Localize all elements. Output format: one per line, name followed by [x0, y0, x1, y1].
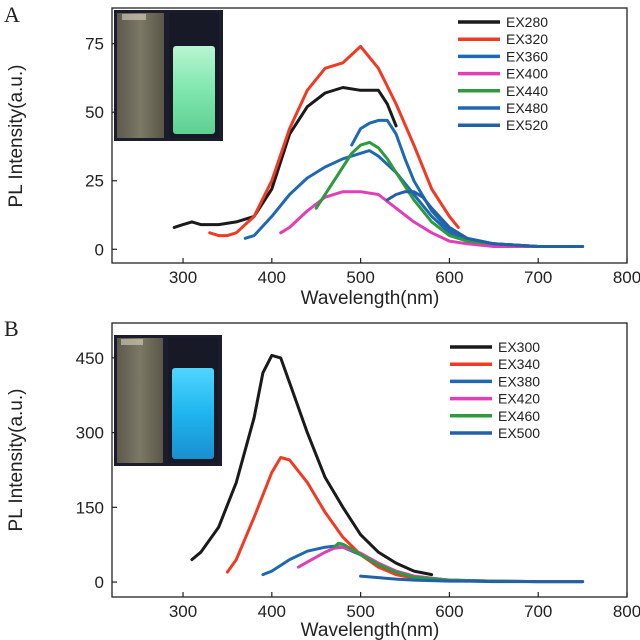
legend-label: EX480 [506, 100, 548, 116]
x-tick-label: 500 [346, 602, 374, 621]
y-tick-label: 0 [95, 573, 104, 592]
inset-photo [114, 335, 222, 466]
legend-label: EX280 [506, 14, 548, 30]
y-tick-label: 150 [76, 498, 104, 517]
series-line-ex280 [172, 86, 398, 229]
series-group [190, 353, 585, 584]
y-tick-label: 300 [76, 424, 104, 443]
vial-clear [117, 13, 164, 138]
x-tick-label: 600 [435, 602, 463, 621]
panel-label: B [4, 316, 19, 341]
legend-label: EX400 [506, 66, 548, 82]
panel-b: B 300 400 500 600 700 800 0 150 300 450 Wavelengt… [4, 316, 640, 640]
vial-label [121, 339, 143, 345]
y-tick-label: 450 [76, 349, 104, 368]
series-line-ex320 [208, 44, 460, 238]
x-tick-label: 700 [524, 602, 552, 621]
x-tick-label: 600 [435, 268, 463, 287]
inset-photo [114, 10, 223, 141]
x-tick-label: 800 [613, 268, 640, 287]
series-line-ex520 [385, 190, 585, 248]
legend-label: EX380 [498, 373, 540, 389]
panel-a: A 300 400 500 600 700 800 0 25 50 75 Wavelength(n… [4, 2, 640, 309]
blue-emission-glow [172, 368, 214, 459]
y-tick-label: 25 [85, 172, 104, 191]
plot-frame [111, 7, 628, 264]
vial-label [122, 14, 146, 20]
axis-ticks: 300 400 500 600 700 800 0 25 50 75 [85, 35, 640, 287]
series-line-ex400 [279, 190, 585, 248]
legend-label: EX500 [498, 425, 540, 441]
x-tick-label: 500 [346, 268, 374, 287]
series-line-ex300 [190, 353, 434, 577]
legend-label: EX300 [498, 339, 540, 355]
legend-label: EX520 [506, 117, 548, 133]
y-axis-title: PL Intensity(a.u.) [6, 65, 27, 208]
green-emission-glow [173, 46, 215, 134]
legend-label: EX340 [498, 356, 540, 372]
x-axis-title: Wavelength(nm) [301, 288, 440, 309]
y-tick-label: 0 [95, 240, 104, 259]
y-tick-label: 75 [85, 35, 104, 54]
series-line-ex340 [225, 456, 469, 583]
x-tick-label: 400 [258, 268, 286, 287]
panel-label: A [4, 2, 20, 27]
legend-label: EX320 [506, 31, 548, 47]
axis-ticks: 300 400 500 600 700 800 0 150 300 450 [76, 349, 640, 621]
vial-clear [117, 338, 163, 463]
legend-label: EX440 [506, 83, 548, 99]
x-tick-label: 800 [613, 602, 640, 621]
plot-frame [111, 322, 628, 598]
x-tick-label: 300 [169, 268, 197, 287]
series-line-ex420 [297, 545, 585, 584]
series-line-ex480 [350, 118, 585, 248]
x-tick-label: 700 [524, 268, 552, 287]
legend-label: EX420 [498, 391, 540, 407]
y-tick-label: 50 [85, 103, 104, 122]
series-line-ex500 [359, 574, 585, 584]
x-axis-title: Wavelength(nm) [301, 620, 440, 640]
series-group [172, 44, 585, 248]
x-tick-label: 400 [258, 602, 286, 621]
legend-label: EX460 [498, 408, 540, 424]
legend-label: EX360 [506, 48, 548, 64]
y-axis-title: PL Intensity(a.u.) [6, 389, 27, 532]
x-tick-label: 300 [169, 602, 197, 621]
